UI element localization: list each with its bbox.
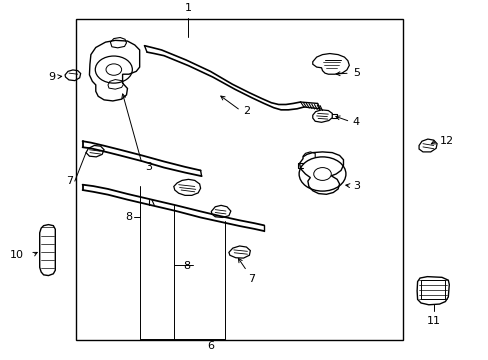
Text: 11: 11	[426, 316, 440, 326]
Text: 4: 4	[352, 117, 359, 127]
Text: 7: 7	[248, 274, 255, 284]
Bar	[76, 19, 402, 340]
Text: 2: 2	[243, 105, 250, 116]
Text: 3: 3	[352, 181, 359, 191]
Text: 12: 12	[439, 136, 453, 146]
Text: 1: 1	[184, 3, 191, 13]
Text: 8: 8	[183, 261, 190, 271]
Text: 10: 10	[10, 250, 24, 260]
Text: 9: 9	[49, 72, 56, 82]
Text: 6: 6	[206, 342, 213, 351]
Text: 5: 5	[352, 68, 359, 78]
Text: 7: 7	[65, 176, 73, 186]
Text: 3: 3	[145, 162, 152, 172]
Text: 8: 8	[125, 212, 132, 222]
